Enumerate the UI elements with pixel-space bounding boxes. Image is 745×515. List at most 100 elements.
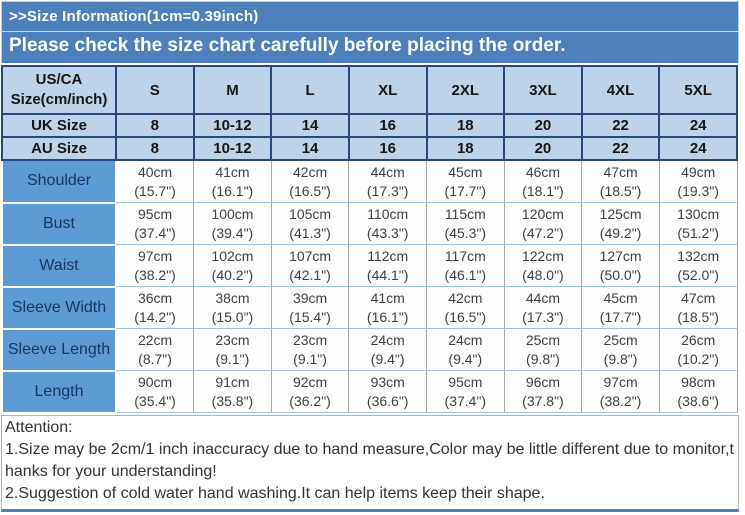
measure-cm-value: 107cm — [289, 247, 332, 264]
measure-value-cell: 23cm (9.1") — [193, 328, 272, 371]
measure-cm-value: 130cm — [677, 205, 720, 222]
measure-cm-value: 98cm — [681, 373, 716, 390]
measure-inch-value: (16.5") — [289, 182, 331, 199]
region-size-value: 24 — [658, 136, 738, 161]
measure-inch-value: (18.5") — [677, 308, 719, 325]
measure-value-cell: 22cm (8.7") — [115, 328, 195, 371]
measure-inch-value: (37.8") — [522, 392, 564, 409]
measure-cm-value: 91cm — [215, 373, 250, 390]
measure-value-cell: 105cm (41.3") — [270, 202, 350, 245]
measure-inch-value: (40.2") — [211, 266, 254, 283]
measure-inch-value: (16.5") — [444, 308, 487, 325]
region-size-value: 16 — [347, 113, 428, 138]
measure-inch-value: (41.3") — [289, 224, 331, 241]
region-size-value: 22 — [580, 113, 661, 138]
measure-inch-value: (9.4") — [370, 350, 405, 367]
measure-cm-value: 25cm — [525, 331, 561, 348]
measure-value-cell: 112cm (44.1") — [348, 244, 427, 287]
measure-value-cell: 127cm (50.0") — [581, 244, 660, 287]
measure-value-cell: 96cm (37.8") — [503, 370, 583, 413]
measure-cm-value: 110cm — [367, 205, 409, 222]
measure-inch-value: (14.2") — [134, 308, 176, 325]
measure-cm-value: 38cm — [215, 289, 250, 306]
measure-cm-value: 49cm — [681, 163, 716, 180]
measure-cm-value: 122cm — [521, 247, 564, 264]
corner-header: US/CA Size(cm/inch) — [1, 65, 117, 115]
region-size-value: 18 — [425, 136, 506, 161]
measure-value-cell: 120cm (47.2") — [503, 202, 583, 245]
size-chart-table: US/CA Size(cm/inch) S M L XL 2XL 3XL 4XL 5XL UK Si… — [1, 65, 738, 414]
measure-value-cell: 39cm (15.4") — [270, 286, 350, 329]
size-column-header: 2XL — [425, 65, 506, 115]
measure-cm-value: 26cm — [681, 331, 716, 348]
measure-cm-value: 42cm — [292, 163, 328, 180]
measure-value-cell: 49cm (19.3") — [658, 159, 738, 203]
measure-value-cell: 110cm (43.3") — [348, 202, 427, 245]
measure-cm-value: 25cm — [603, 331, 638, 348]
measure-inch-value: (36.6") — [366, 392, 409, 409]
measure-inch-value: (49.2") — [599, 224, 642, 241]
attention-line: hanks for your understanding! — [5, 462, 217, 480]
measure-inch-value: (35.8") — [211, 392, 254, 409]
measure-cm-value: 97cm — [137, 247, 173, 264]
measure-row: Bust 95cm (37.4") 100cm (39.4") 105cm (41.3") 1… — [1, 201, 738, 246]
measure-inch-value: (44.1") — [366, 266, 409, 283]
measure-inch-value: (38.2") — [599, 392, 642, 409]
region-row-label: UK Size — [1, 113, 117, 138]
measure-value-cell: 41cm (16.1") — [193, 159, 272, 203]
measure-value-cell: 125cm (49.2") — [581, 202, 660, 245]
measure-cm-value: 100cm — [211, 205, 254, 222]
size-column-header: L — [270, 65, 350, 115]
measure-inch-value: (17.7") — [444, 182, 487, 199]
attention-note: Attention: 1.Size may be 2cm/1 inch inacc… — [1, 414, 739, 512]
measure-inch-value: (45.3") — [444, 224, 487, 241]
measure-cm-value: 112cm — [367, 247, 409, 264]
measure-inch-value: (9.4") — [448, 350, 483, 367]
measure-cm-value: 24cm — [448, 331, 483, 348]
corner-header-line1: US/CA — [35, 71, 83, 88]
measure-cm-value: 40cm — [137, 163, 173, 180]
measure-value-cell: 24cm (9.4") — [426, 328, 505, 371]
measure-inch-value: (15.7") — [134, 182, 176, 199]
measure-row: Sleeve Width 36cm (14.2") 38cm (15.0") 39cm (1… — [1, 285, 738, 330]
region-size-value: 20 — [503, 113, 583, 138]
measure-value-cell: 132cm (52.0") — [658, 244, 738, 287]
measure-value-cell: 38cm (15.0") — [193, 286, 272, 329]
measure-inch-value: (50.0") — [599, 266, 642, 283]
measure-inch-value: (43.3") — [366, 224, 409, 241]
measure-inch-value: (52.0") — [677, 266, 719, 283]
measure-value-cell: 45cm (17.7") — [581, 286, 660, 329]
measure-inch-value: (17.3") — [366, 182, 409, 199]
measure-cm-value: 90cm — [137, 373, 173, 390]
measure-value-cell: 107cm (42.1") — [270, 244, 350, 287]
measure-inch-value: (35.4") — [134, 392, 176, 409]
measure-value-cell: 25cm (9.8") — [503, 328, 583, 371]
measure-value-cell: 95cm (37.4") — [115, 202, 195, 245]
measure-cm-value: 36cm — [137, 289, 173, 306]
region-size-row: UK Size 8 10-12 14 16 18 20 22 24 — [1, 113, 738, 138]
measure-cm-value: 45cm — [603, 289, 638, 306]
attention-line: 2.Suggestion of cold water hand washing.… — [5, 484, 545, 502]
measure-value-cell: 41cm (16.1") — [348, 286, 427, 329]
measure-cm-value: 97cm — [603, 373, 638, 390]
measure-inch-value: (17.7") — [599, 308, 642, 325]
measure-value-cell: 91cm (35.8") — [193, 370, 272, 413]
measure-value-cell: 98cm (38.6") — [658, 370, 738, 413]
measure-value-cell: 93cm (36.6") — [348, 370, 427, 413]
table-header-row: US/CA Size(cm/inch) S M L XL 2XL 3XL 4XL 5XL — [1, 65, 738, 115]
measure-inch-value: (46.1") — [444, 266, 487, 283]
measure-inch-value: (9.8") — [603, 350, 638, 367]
measure-inch-value: (16.1") — [211, 182, 254, 199]
measure-cm-value: 23cm — [292, 331, 328, 348]
measure-row: Shoulder 40cm (15.7") 41cm (16.1") 42cm (16.5"… — [1, 159, 738, 204]
measure-value-cell: 130cm (51.2") — [658, 202, 738, 245]
measure-value-cell: 100cm (39.4") — [193, 202, 272, 245]
region-size-value: 8 — [115, 136, 195, 161]
measure-row: Length 90cm (35.4") 91cm (35.8") 92cm (36.2") 9… — [1, 369, 738, 414]
region-size-value: 10-12 — [192, 113, 273, 138]
region-size-value: 22 — [580, 136, 661, 161]
measure-inch-value: (48.0") — [522, 266, 564, 283]
size-column-header: 3XL — [503, 65, 583, 115]
measure-value-cell: 97cm (38.2") — [581, 370, 660, 413]
measure-cm-value: 47cm — [603, 163, 638, 180]
